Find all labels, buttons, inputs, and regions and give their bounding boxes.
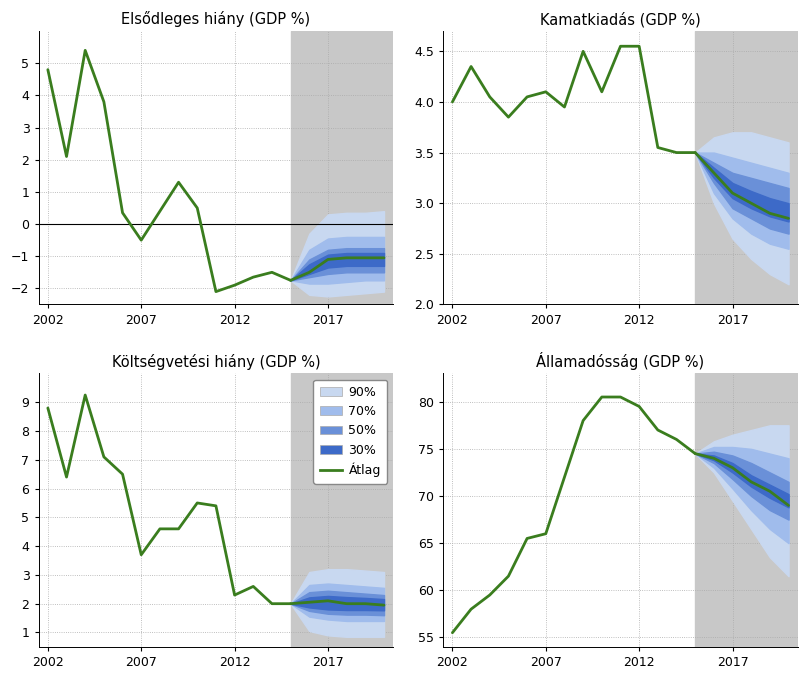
Legend: 90%, 70%, 50%, 30%, Átlag: 90%, 70%, 50%, 30%, Átlag <box>313 379 387 483</box>
Title: Kamatkiadás (GDP %): Kamatkiadás (GDP %) <box>540 12 701 27</box>
Bar <box>695 31 798 305</box>
Bar <box>290 373 393 647</box>
Title: Elsődleges hiány (GDP %): Elsődleges hiány (GDP %) <box>121 11 311 27</box>
Bar <box>695 373 798 647</box>
Title: Államadósság (GDP %): Államadósság (GDP %) <box>536 352 705 369</box>
Bar <box>290 31 393 305</box>
Title: Költségvetési hiány (GDP %): Költségvetési hiány (GDP %) <box>112 354 320 369</box>
